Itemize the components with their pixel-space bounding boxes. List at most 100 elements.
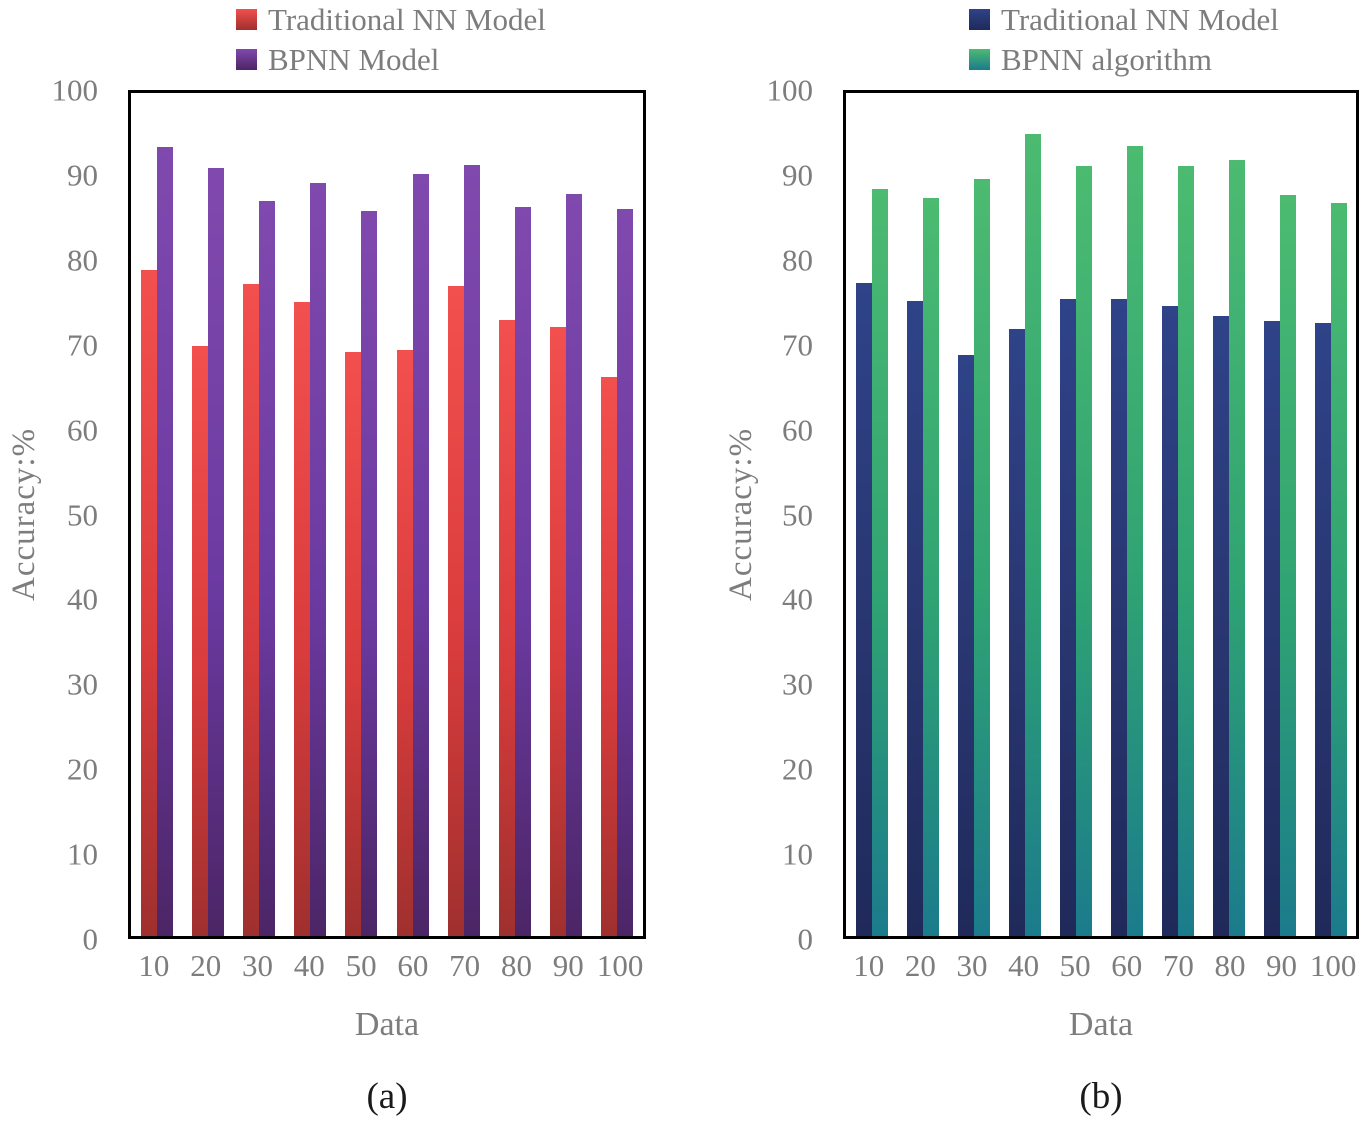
bar [906, 301, 923, 936]
legend-label: BPNN Model [268, 42, 440, 77]
y-axis-ticks: 0 10 20 30 40 50 60 70 80 90 100 [0, 75, 99, 955]
y-tick-label: 50 [67, 497, 98, 532]
x-tick-label: 70 [449, 948, 481, 983]
x-tick-label: 10 [853, 948, 885, 983]
bar-group [438, 93, 489, 936]
bar [156, 146, 173, 936]
bar-group [336, 93, 387, 936]
legend-label: Traditional NN Model [1001, 2, 1279, 37]
y-tick-label: 80 [67, 242, 98, 278]
bar [1110, 298, 1127, 936]
bar [1126, 146, 1143, 936]
y-tick-label: 10 [67, 836, 98, 872]
bar-group [233, 93, 284, 936]
y-tick-label: 40 [67, 581, 98, 617]
bar-group [1050, 93, 1101, 936]
bar [499, 319, 516, 936]
legend-swatch-icon [969, 9, 990, 30]
legend: Traditional NN Model BPNN Model [236, 2, 546, 77]
bar [463, 164, 480, 936]
bar [207, 168, 224, 936]
y-tick-label: 60 [782, 412, 813, 448]
y-tick-label: 30 [782, 666, 813, 702]
y-tick-label: 10 [782, 836, 813, 872]
bar-group [1305, 93, 1356, 936]
y-tick-label: 40 [782, 581, 813, 617]
y-tick-label: 70 [67, 327, 98, 363]
panel-caption: (b) [1079, 1076, 1123, 1117]
y-tick-label: 0 [82, 921, 99, 957]
bar [1161, 306, 1178, 936]
bar [515, 206, 532, 936]
x-tick-label: 80 [1214, 948, 1246, 983]
bar [957, 355, 974, 936]
x-axis-title: Data [1068, 1006, 1134, 1043]
x-tick-label: 100 [1309, 948, 1357, 983]
bar-group [1101, 93, 1152, 936]
bar [412, 173, 429, 936]
y-tick-label: 0 [797, 921, 814, 957]
bar [1279, 195, 1296, 936]
y-tick-label: 20 [782, 751, 813, 787]
legend-swatch-icon [236, 9, 257, 30]
bar-group [948, 93, 999, 936]
bar [973, 179, 990, 936]
bar [871, 189, 888, 936]
x-axis-title: Data [354, 1006, 420, 1043]
x-axis-ticks: 10 20 30 40 50 60 70 80 90 100 [128, 950, 646, 981]
y-tick-label: 50 [782, 497, 813, 532]
bar [310, 183, 327, 936]
x-tick-label: 90 [1266, 948, 1298, 983]
bar-group [1152, 93, 1203, 936]
bar-group [592, 93, 643, 936]
bars-container [131, 93, 643, 936]
bar [191, 345, 208, 936]
x-tick-label: 70 [1162, 948, 1194, 983]
y-tick-label: 70 [782, 327, 813, 363]
legend-item: BPNN algorithm [969, 42, 1279, 77]
x-tick-label: 40 [1008, 948, 1040, 983]
x-tick-label: 60 [1111, 948, 1143, 983]
x-tick-label: 90 [552, 948, 584, 983]
chart-panel-b: Traditional NN Model BPNN algorithm Accur… [681, 0, 1363, 1126]
x-tick-label: 60 [397, 948, 429, 983]
bar [243, 284, 259, 936]
bar [1228, 159, 1245, 936]
bar [1008, 329, 1025, 936]
x-tick-label: 30 [956, 948, 988, 983]
panel-caption: (a) [366, 1076, 408, 1117]
bar [617, 208, 634, 936]
x-tick-label: 80 [500, 948, 532, 983]
bar-group [541, 93, 592, 936]
y-tick-label: 90 [782, 157, 813, 193]
bar [601, 377, 618, 936]
bar-group [489, 93, 540, 936]
bar-group [387, 93, 438, 936]
bar [396, 350, 413, 936]
legend-item: Traditional NN Model [969, 2, 1279, 37]
bar-group [182, 93, 233, 936]
bar [140, 270, 157, 936]
legend: Traditional NN Model BPNN algorithm [969, 2, 1279, 77]
bar [1075, 166, 1092, 936]
legend-label: BPNN algorithm [1001, 42, 1212, 77]
x-tick-label: 50 [345, 948, 377, 983]
x-tick-label: 50 [1059, 948, 1091, 983]
bar [361, 211, 378, 936]
bar [294, 302, 311, 936]
bars-container [846, 93, 1356, 936]
x-tick-label: 30 [241, 948, 273, 983]
y-tick-label: 90 [67, 157, 98, 193]
y-tick-label: 100 [51, 72, 99, 108]
plot-area [843, 90, 1359, 939]
y-tick-label: 80 [782, 242, 813, 278]
legend-item: Traditional NN Model [236, 2, 546, 37]
bar [1330, 203, 1347, 936]
bar [345, 351, 362, 936]
bar [550, 326, 567, 936]
bar-group [1203, 93, 1254, 936]
y-tick-label: 100 [766, 72, 814, 108]
x-tick-label: 40 [293, 948, 325, 983]
bar-group [897, 93, 948, 936]
